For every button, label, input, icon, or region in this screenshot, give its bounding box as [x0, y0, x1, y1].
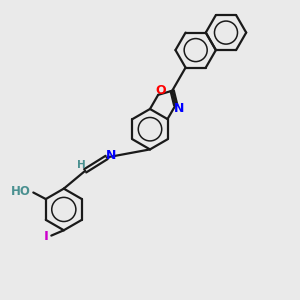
Text: N: N [173, 102, 184, 115]
Text: N: N [106, 149, 116, 162]
Text: I: I [44, 230, 48, 243]
Text: O: O [155, 85, 166, 98]
Text: HO: HO [11, 185, 30, 198]
Text: H: H [77, 160, 85, 170]
